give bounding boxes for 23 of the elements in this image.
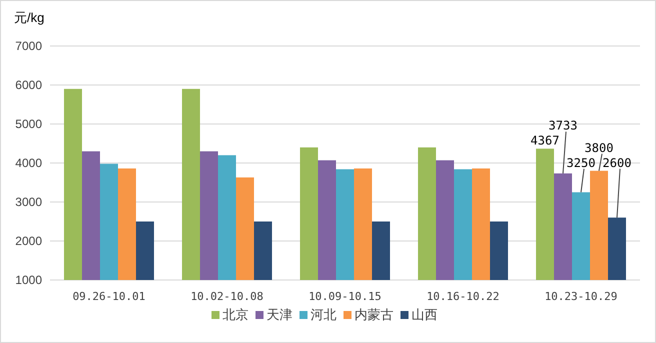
y-tick-label: 6000 — [15, 78, 42, 92]
data-label: 2600 — [602, 156, 632, 170]
data-label: 3250 — [566, 156, 596, 170]
y-tick-label: 1000 — [15, 273, 42, 287]
data-label: 4367 — [530, 134, 560, 148]
x-tick-label: 10.02-10.08 — [190, 290, 264, 303]
y-axis-title: 元/kg — [14, 10, 44, 25]
x-tick-label: 09.26-10.01 — [72, 290, 146, 303]
legend-label: 内蒙古 — [354, 307, 394, 322]
data-label: 3733 — [548, 118, 578, 133]
legend-label: 河北 — [310, 307, 336, 322]
y-tick-label: 4000 — [15, 156, 42, 170]
x-tick-label: 10.23-10.29 — [544, 290, 618, 303]
y-tick-label: 2000 — [15, 234, 42, 248]
x-tick-label: 10.16-10.22 — [426, 290, 500, 303]
legend-label: 北京 — [222, 307, 248, 322]
y-tick-label: 5000 — [15, 117, 42, 131]
y-tick-label: 7000 — [15, 39, 42, 53]
y-tick-label: 3000 — [15, 195, 42, 209]
x-tick-label: 10.09-10.15 — [308, 290, 382, 303]
data-label: 3800 — [584, 140, 614, 155]
legend-label: 山西 — [412, 307, 438, 322]
legend-label: 天津 — [266, 307, 292, 322]
